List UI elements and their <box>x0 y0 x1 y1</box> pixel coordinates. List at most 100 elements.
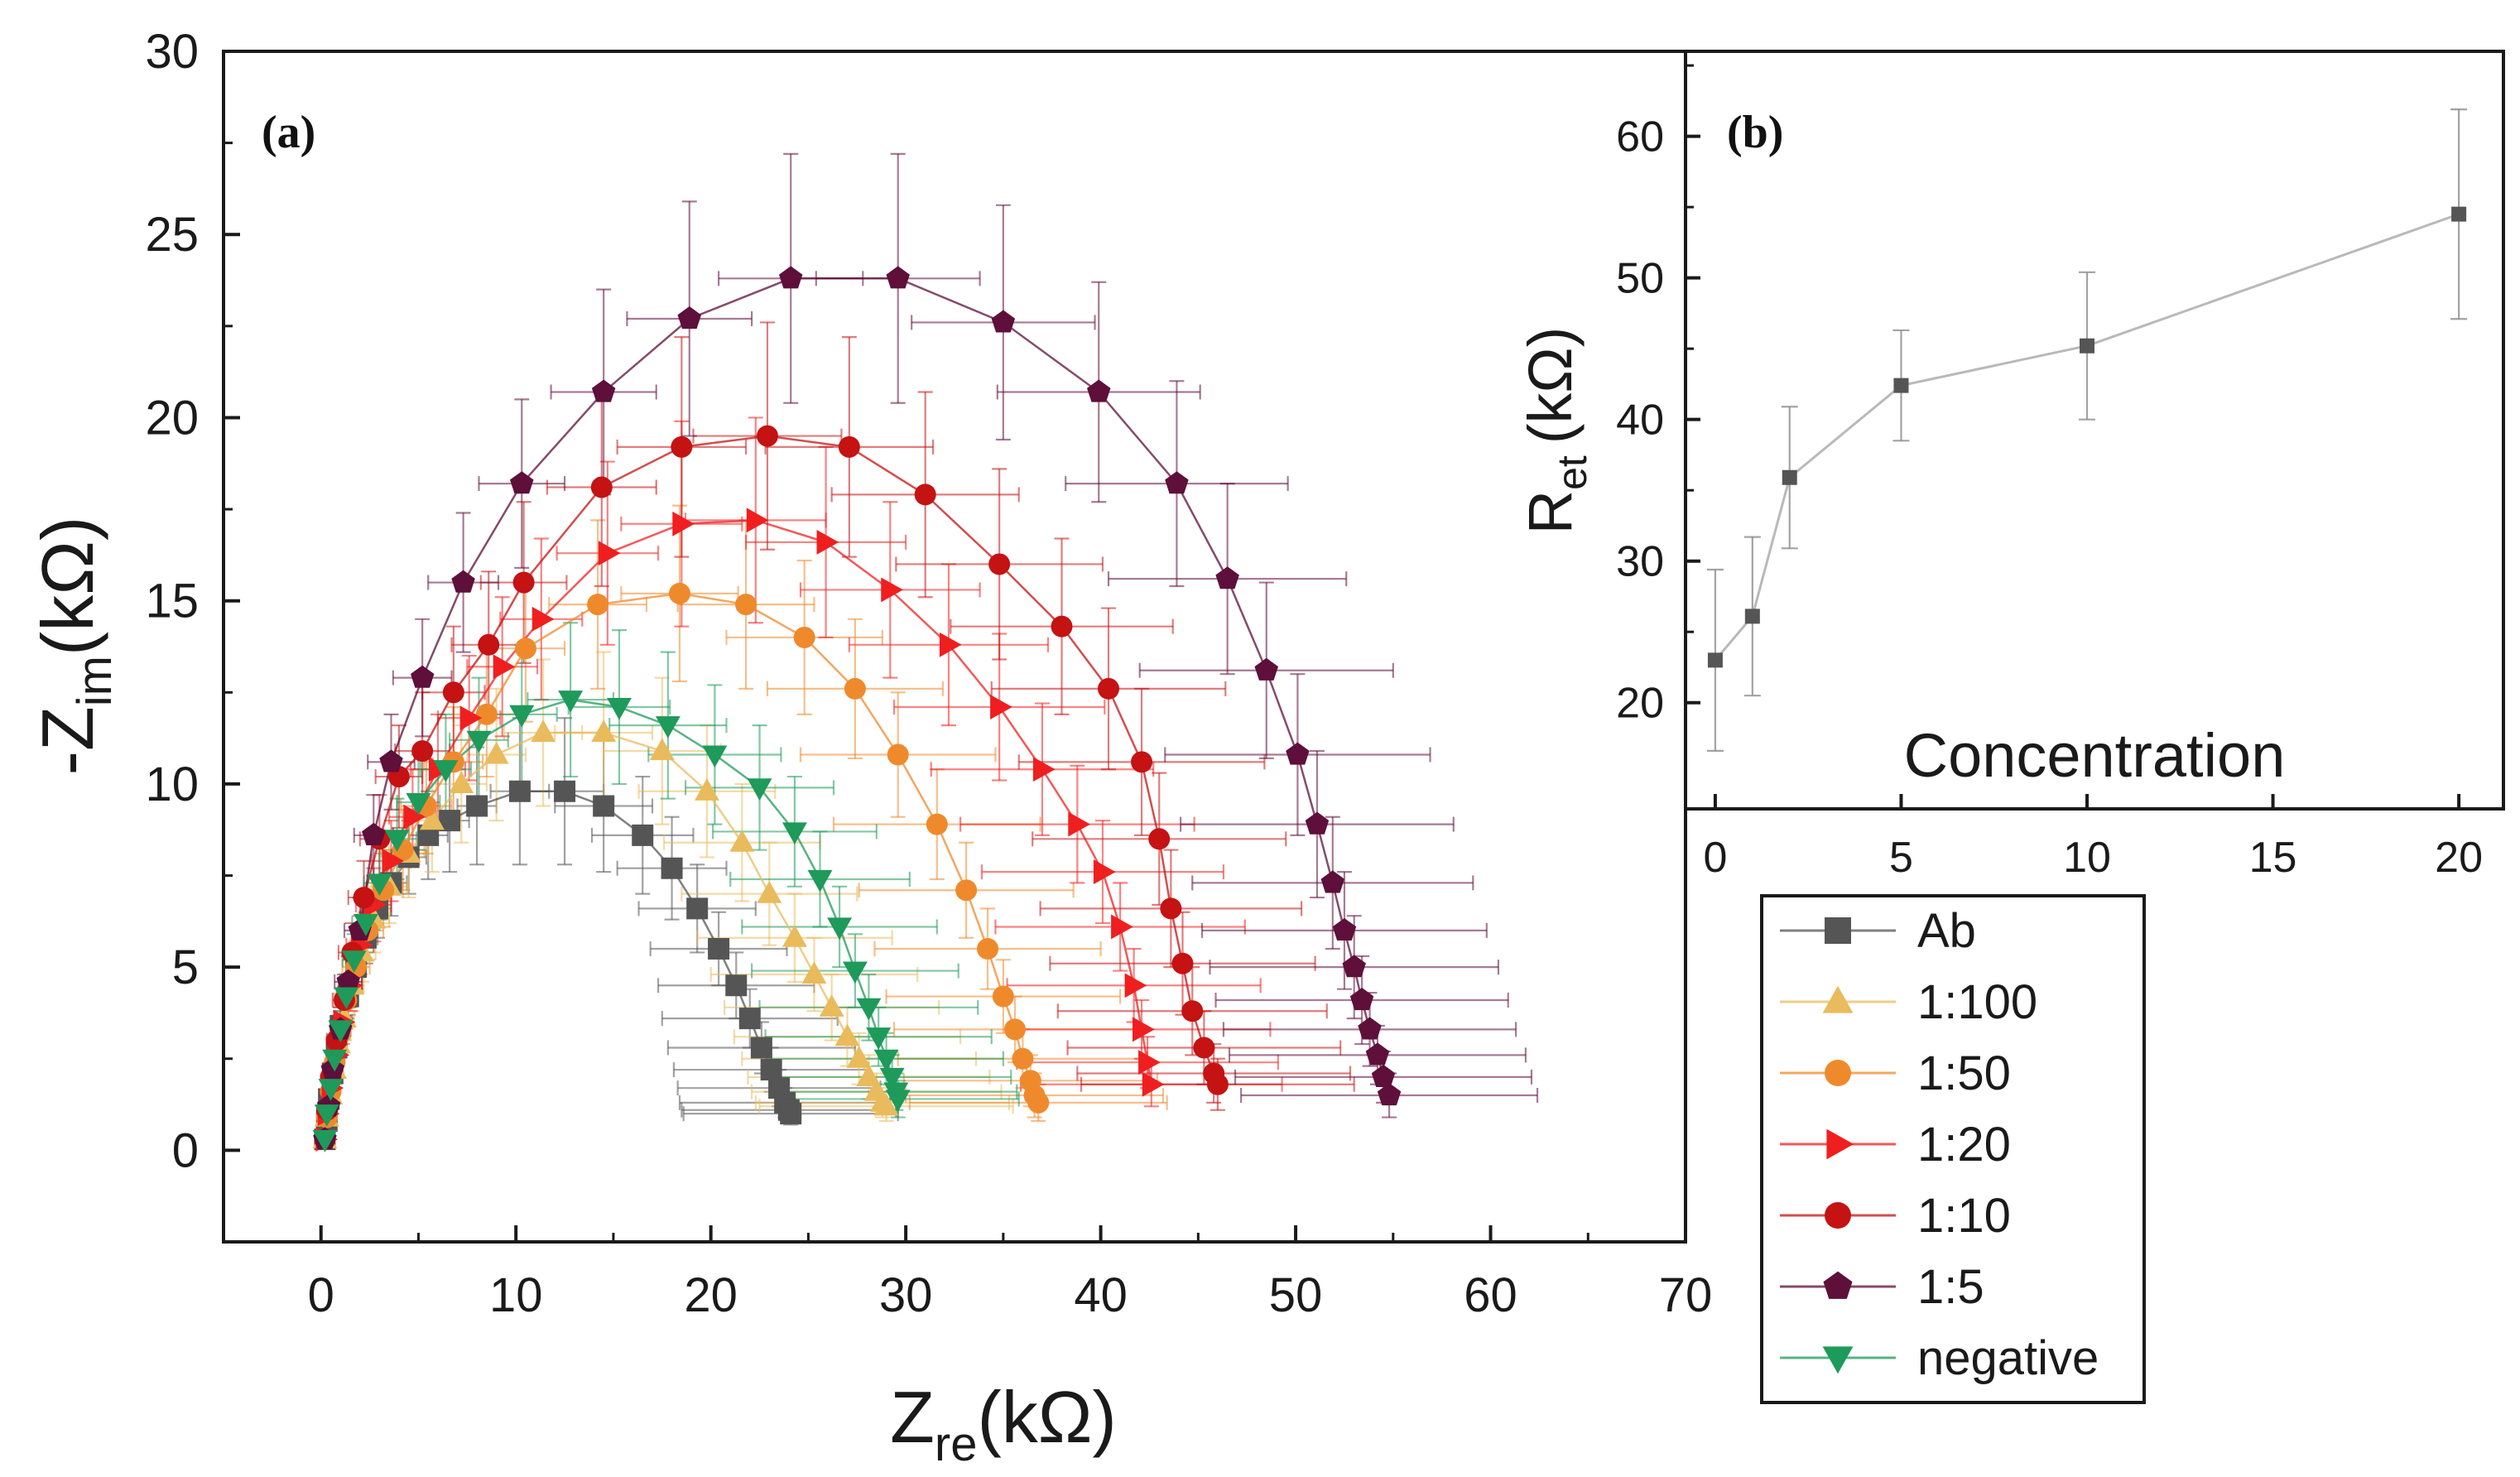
data-point-ab <box>738 1008 761 1030</box>
data-point-negative <box>879 1067 905 1090</box>
data-point-ab <box>417 824 440 846</box>
data-point-negative <box>842 961 868 984</box>
legend-label-1-100: 1:100 <box>1917 975 2037 1029</box>
data-point-ab <box>708 938 730 960</box>
y-tick-label: 25 <box>145 208 199 262</box>
data-point-negative <box>781 822 807 845</box>
y-tick-label: 5 <box>172 941 199 994</box>
data-point-1-10 <box>838 435 860 458</box>
data-point-1-50 <box>475 703 498 725</box>
data-point-1-100 <box>591 719 617 743</box>
data-point-1-100 <box>801 961 827 984</box>
data-point-1-10 <box>756 425 778 447</box>
data-point-1-5 <box>1254 657 1278 681</box>
data-point-1-100 <box>819 994 844 1017</box>
x-tick-label: 50 <box>1269 1268 1323 1322</box>
data-point-1-50 <box>977 938 999 960</box>
data-point-ab <box>661 857 683 879</box>
panel-b-frame <box>1684 50 2505 811</box>
b-y-tick-label: 30 <box>1616 538 1664 586</box>
data-point-1-5 <box>362 822 386 845</box>
data-point-1-5 <box>1358 1017 1382 1040</box>
data-point-1-100 <box>757 881 782 903</box>
data-point-1-5 <box>336 969 360 992</box>
data-point-1-10 <box>1098 677 1120 700</box>
y-tick-label: 15 <box>145 575 199 628</box>
ret-data-point <box>1744 609 1760 624</box>
data-point-1-100 <box>729 830 755 852</box>
data-point-1-20 <box>1142 1071 1165 1097</box>
b-y-tick-label: 60 <box>1616 113 1664 161</box>
data-point-1-5 <box>1286 742 1310 765</box>
data-point-ab <box>593 795 615 817</box>
data-point-ab <box>686 897 709 920</box>
data-point-1-50 <box>587 594 609 616</box>
panel-b: 0 5 10 15 20 20 30 40 50 60 (b) Concentration Re… <box>1516 50 2505 882</box>
x-axis-title-main: Z <box>890 1376 935 1458</box>
data-point-negative <box>433 760 459 782</box>
data-point-1-10 <box>1148 828 1171 850</box>
panel-b-plot <box>1706 108 2468 752</box>
data-point-1-20 <box>1132 1017 1155 1042</box>
data-point-1-50 <box>1012 1047 1034 1070</box>
data-point-1-10 <box>988 553 1011 575</box>
data-point-negative <box>885 1090 911 1113</box>
data-point-1-5 <box>1342 955 1366 978</box>
data-point-1-5 <box>779 266 803 289</box>
data-point-1-10 <box>411 740 434 763</box>
data-point-negative <box>314 1104 339 1127</box>
data-point-negative <box>353 914 378 936</box>
panel-b-background <box>1686 51 2503 809</box>
data-point-1-5 <box>1165 471 1189 494</box>
legend-label-1-50: 1:50 <box>1917 1046 2011 1100</box>
data-point-1-50 <box>1003 1018 1026 1041</box>
legend-items: Ab 1:100 1:50 1:20 1:10 1:5 negative <box>1780 904 2099 1385</box>
data-point-1-20 <box>816 529 839 555</box>
x-axis-title-unit: (kΩ) <box>977 1376 1116 1458</box>
data-point-negative <box>856 998 882 1021</box>
ret-data-point <box>1782 469 1797 485</box>
data-point-negative <box>866 1027 892 1050</box>
legend-label-1-10: 1:10 <box>1917 1189 2011 1243</box>
data-point-1-20 <box>382 848 405 873</box>
ret-data-point <box>2451 206 2467 222</box>
b-y-tick-label: 40 <box>1616 397 1664 445</box>
data-point-1-20 <box>1124 973 1147 998</box>
x-tick-label: 10 <box>489 1268 543 1322</box>
data-point-1-100 <box>531 719 556 743</box>
x-tick-label: 0 <box>308 1268 334 1322</box>
data-point-1-100 <box>449 771 474 793</box>
data-point-1-20 <box>403 804 426 830</box>
data-point-ab <box>725 974 748 997</box>
b-x-tick-label: 20 <box>2435 834 2483 882</box>
data-point-negative <box>702 745 728 768</box>
ret-data-point <box>1893 378 1909 393</box>
legend-label-1-5: 1:5 <box>1917 1260 1984 1314</box>
data-point-1-100 <box>695 778 719 801</box>
data-point-negative <box>873 1049 899 1072</box>
data-point-1-5 <box>1320 870 1344 893</box>
data-point-1-20 <box>1093 859 1116 885</box>
panel-b-y-axis-title: Ret (kΩ) <box>1516 327 1595 535</box>
data-point-negative <box>384 830 410 852</box>
data-point-1-10 <box>353 887 375 909</box>
b-y-tick-label: 50 <box>1616 255 1664 303</box>
legend-label-ab: Ab <box>1917 904 1976 958</box>
y-tick-label: 30 <box>145 25 199 79</box>
data-point-1-10 <box>512 571 535 594</box>
data-point-1-50 <box>1027 1091 1050 1114</box>
data-point-negative <box>747 778 772 801</box>
data-point-1-5 <box>1215 566 1239 589</box>
data-point-ab <box>632 824 654 846</box>
data-point-1-20 <box>746 508 769 533</box>
data-point-1-20 <box>1138 1050 1161 1075</box>
data-point-1-20 <box>598 541 621 566</box>
data-point-ab <box>466 795 488 817</box>
legend-marker-1-5 <box>1823 1271 1853 1299</box>
panel-b-label: (b) <box>1727 107 1783 158</box>
data-point-1-50 <box>793 626 815 648</box>
b-x-tick-label: 10 <box>2063 834 2111 882</box>
data-point-ab <box>760 1059 782 1081</box>
x-tick-label: 30 <box>879 1268 933 1322</box>
